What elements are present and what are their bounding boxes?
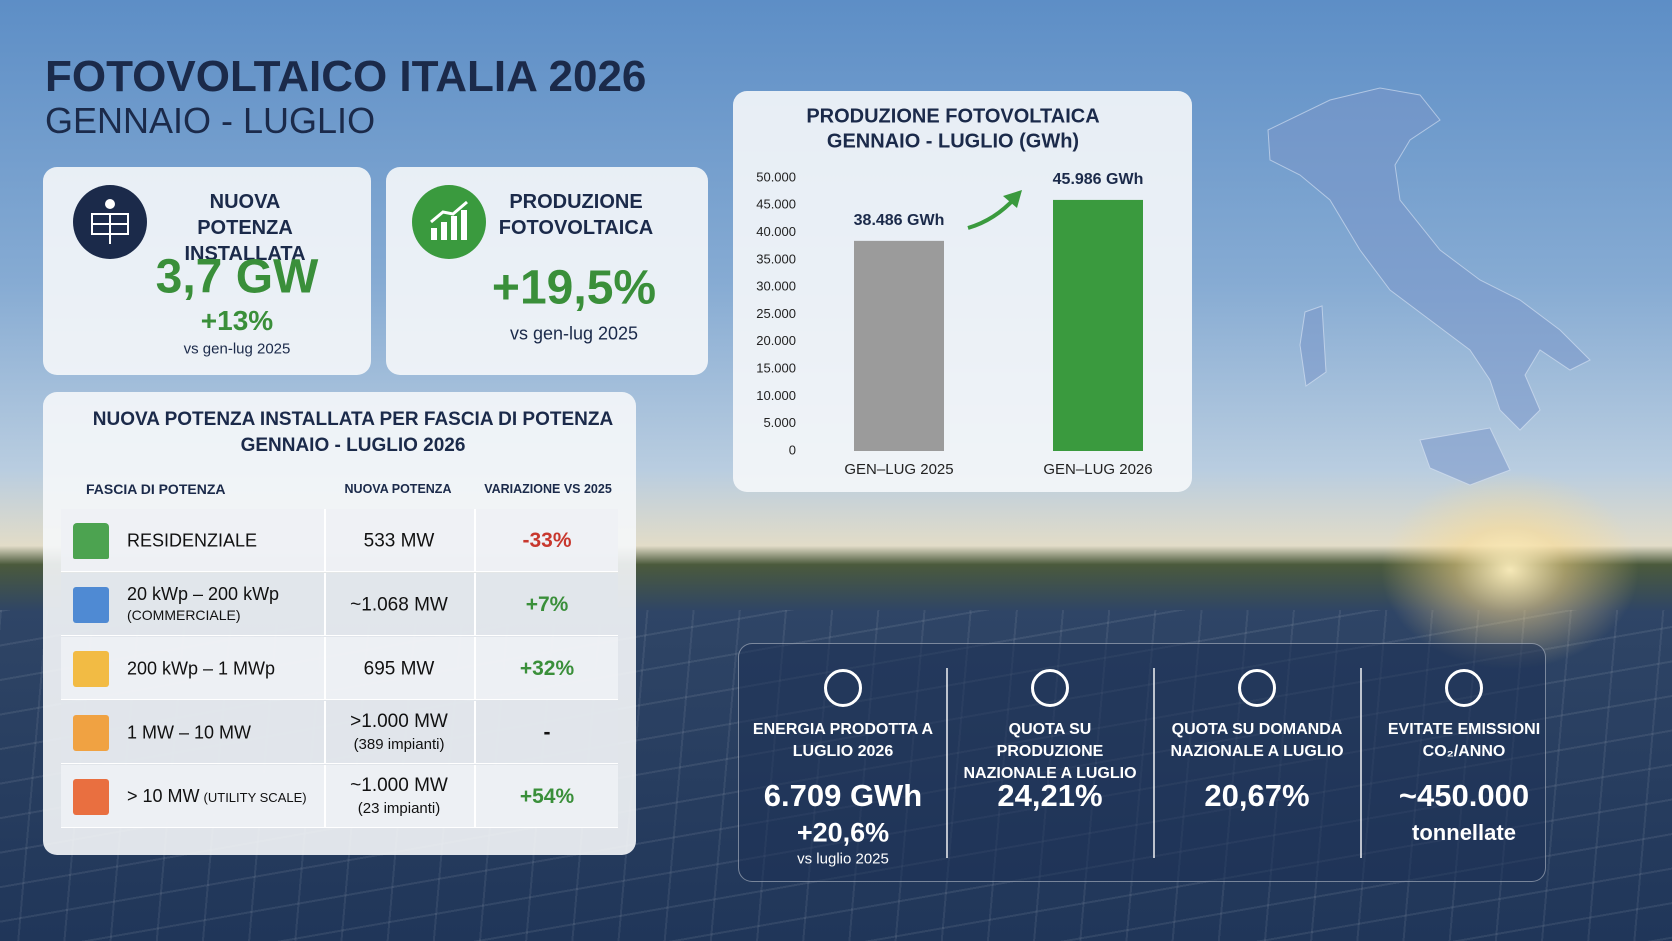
power: ~1.000 MW bbox=[350, 775, 448, 796]
table-row bbox=[61, 573, 618, 636]
col-divider bbox=[324, 765, 326, 827]
subtitle: GENNAIO - LUGLIO bbox=[45, 100, 376, 141]
col-divider bbox=[474, 701, 476, 763]
band-label: 1 MW – 10 MW bbox=[127, 723, 251, 744]
stat-value: ~450.000 bbox=[1398, 778, 1530, 813]
stat-icon bbox=[1238, 669, 1276, 707]
band-label: > 10 MW (UTILITY SCALE) bbox=[127, 786, 307, 808]
sun-glow bbox=[1380, 470, 1640, 670]
stat-label: QUOTA SU PRODUZIONE NAZIONALE A LUGLIO bbox=[963, 721, 1137, 782]
col-divider bbox=[474, 637, 476, 699]
change-cell: - bbox=[543, 721, 551, 744]
col-divider bbox=[324, 701, 326, 763]
kpi-label: NUOVA POTENZA INSTALLATA bbox=[184, 191, 306, 265]
kpi-value: 3,7 GW bbox=[155, 250, 319, 304]
stat-label: QUOTA SU DOMANDA NAZIONALE A LUGLIO bbox=[1170, 721, 1344, 760]
kpi-note: vs gen-lug 2025 bbox=[509, 323, 639, 344]
col-divider bbox=[324, 573, 326, 635]
band-label: RESIDENZIALE bbox=[127, 531, 257, 552]
title: FOTOVOLTAICO ITALIA 2026 bbox=[45, 52, 647, 101]
chart-title: PRODUZIONE FOTOVOLTAICA bbox=[806, 105, 1100, 128]
band-label: 20 kWp – 200 kWp (COMMERCIALE) bbox=[127, 584, 279, 626]
stat-note: vs luglio 2025 bbox=[797, 850, 889, 868]
power: 695 MW bbox=[363, 658, 435, 680]
table-row bbox=[61, 637, 618, 700]
column-header: VARIAZIONE VS 2025 bbox=[484, 482, 612, 496]
table-row bbox=[61, 509, 618, 572]
col-divider bbox=[324, 637, 326, 699]
power-cell: ~1.000 MW (23 impianti) bbox=[350, 774, 448, 820]
power-note: (23 impianti) bbox=[357, 800, 441, 817]
row-icon bbox=[73, 587, 109, 623]
kpi-label: PRODUZIONE FOTOVOLTAICA bbox=[498, 191, 654, 239]
power-cell: 533 MW bbox=[364, 530, 435, 553]
band-note: (COMMERCIALE) bbox=[127, 607, 241, 623]
row-icon bbox=[73, 651, 109, 687]
band-label: 200 kWp – 1 MWp bbox=[127, 659, 275, 680]
band: RESIDENZIALE bbox=[127, 530, 258, 551]
power-cell: ~1.068 MW bbox=[350, 594, 448, 617]
power: 533 MW bbox=[363, 530, 435, 552]
table-title: NUOVA POTENZA INSTALLATA PER FASCIA DI P… bbox=[92, 409, 614, 430]
stat-change: +20,6% bbox=[796, 817, 890, 848]
stat-note: tonnellate bbox=[1412, 820, 1516, 845]
stat-divider bbox=[946, 668, 948, 858]
table-panel: NUOVA POTENZA INSTALLATA PER FASCIA DI P… bbox=[43, 392, 636, 855]
band: 1 MW – 10 MW bbox=[127, 722, 252, 743]
band: 20 kWp – 200 kWp bbox=[127, 584, 280, 604]
row-icon bbox=[73, 779, 109, 815]
stat-icon bbox=[1445, 669, 1483, 707]
change-cell: -33% bbox=[522, 529, 572, 552]
row-icon bbox=[73, 523, 109, 559]
growth-icon bbox=[412, 185, 486, 259]
row-icon bbox=[73, 715, 109, 751]
power-cell: >1.000 MW (389 impianti) bbox=[350, 710, 448, 756]
stat-divider bbox=[1153, 668, 1155, 858]
table-subtitle: GENNAIO - LUGLIO 2026 bbox=[240, 435, 466, 456]
stat-value: 24,21% bbox=[997, 778, 1103, 813]
chart-subtitle: GENNAIO - LUGLIO (GWh) bbox=[826, 130, 1080, 153]
band-note: (UTILITY SCALE) bbox=[203, 790, 307, 805]
kpi-change: +13% bbox=[200, 305, 274, 336]
col-divider bbox=[474, 765, 476, 827]
stat-value: 20,67% bbox=[1204, 778, 1310, 813]
band: 200 kWp – 1 MWp bbox=[127, 658, 276, 679]
power: >1.000 MW bbox=[350, 711, 448, 732]
power-note: (389 impianti) bbox=[353, 736, 445, 753]
col-divider bbox=[474, 573, 476, 635]
stats-panel: ENERGIA PRODOTTA A LUGLIO 2026 6.709 GWh +… bbox=[738, 643, 1546, 882]
stat-icon bbox=[824, 669, 862, 707]
col-divider bbox=[324, 509, 326, 571]
chart-card: PRODUZIONE FOTOVOLTAICA GENNAIO - LUGLIO… bbox=[733, 91, 1192, 492]
change-cell: +7% bbox=[525, 593, 569, 616]
stat-divider bbox=[1360, 668, 1362, 858]
stat-label: ENERGIA PRODOTTA A LUGLIO 2026 bbox=[752, 721, 934, 760]
kpi-value: +19,5% bbox=[491, 261, 657, 315]
column-header: FASCIA DI POTENZA bbox=[86, 481, 226, 497]
table-row bbox=[61, 701, 618, 764]
stat-label: EVITATE EMISSIONI CO₂/ANNO bbox=[1387, 721, 1541, 760]
kpi-card: NUOVA POTENZA INSTALLATA 3,7 GW +13% vs … bbox=[43, 167, 371, 375]
power-cell: 695 MW bbox=[364, 658, 435, 681]
column-header: NUOVA POTENZA bbox=[344, 482, 452, 496]
change-cell: +32% bbox=[519, 657, 575, 680]
kpi-card: PRODUZIONE FOTOVOLTAICA +19,5% vs gen-lu… bbox=[386, 167, 708, 375]
col-divider bbox=[474, 509, 476, 571]
kpi-note: vs gen-lug 2025 bbox=[183, 340, 291, 358]
stat-icon bbox=[1031, 669, 1069, 707]
solar-icon bbox=[73, 185, 147, 259]
band: > 10 MW bbox=[127, 786, 200, 806]
change-cell: +54% bbox=[519, 785, 575, 808]
stat-value: 6.709 GWh bbox=[763, 778, 923, 813]
power: ~1.068 MW bbox=[350, 594, 448, 616]
table-row bbox=[61, 765, 618, 828]
